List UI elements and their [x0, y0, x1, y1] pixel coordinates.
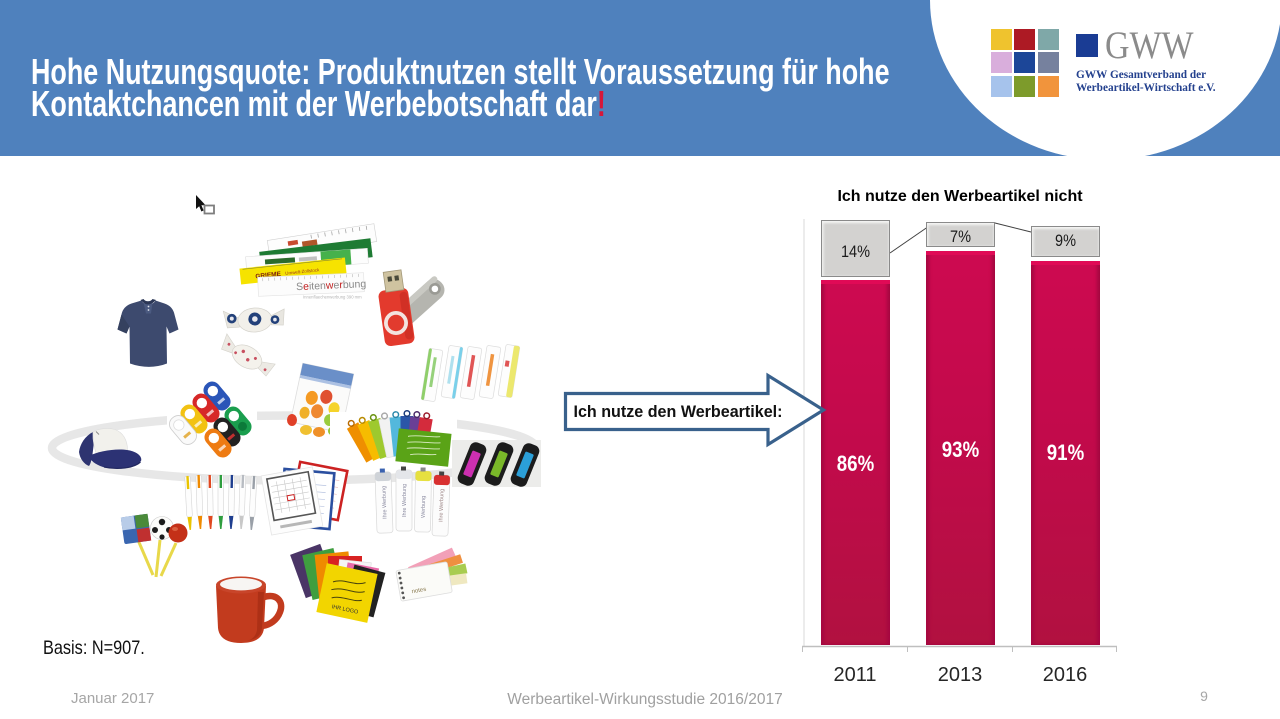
svg-text:IHR LOGO: IHR LOGO: [331, 604, 359, 616]
svg-text:Ihre Werbung: Ihre Werbung: [438, 489, 445, 522]
svg-text:GRIEME: GRIEME: [255, 271, 282, 281]
svg-text:Ihre Werbung: Ihre Werbung: [381, 486, 388, 519]
svg-text:Werbung: Werbung: [421, 496, 427, 518]
svg-text:Ich nutze den Werbeartikel:: Ich nutze den Werbeartikel:: [574, 402, 783, 421]
svg-text:Innenflaechenwerbung 390 mm: Innenflaechenwerbung 390 mm: [303, 295, 362, 300]
svg-text:Ihre Werbung: Ihre Werbung: [402, 484, 408, 517]
svg-text:notes: notes: [411, 587, 427, 595]
svg-text:Seitenwerbung: Seitenwerbung: [296, 278, 367, 293]
svg-text:Umwelt-Zollstock: Umwelt-Zollstock: [285, 267, 320, 276]
